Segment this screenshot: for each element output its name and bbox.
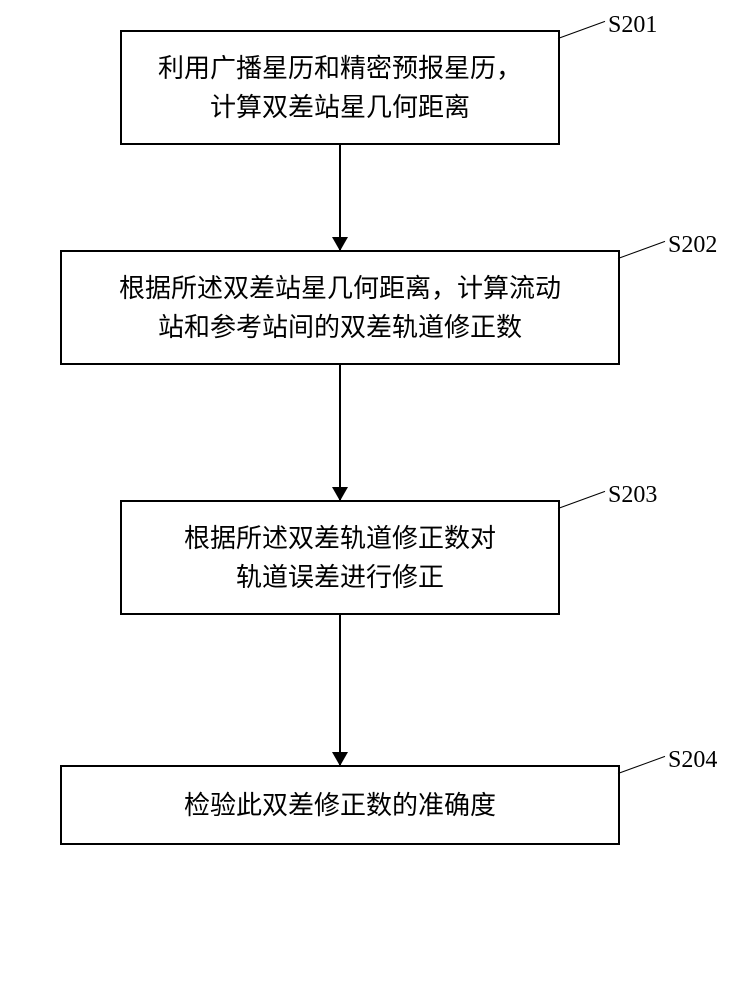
arrow-s202-s203 [60,365,620,500]
arrow-s201-s202 [120,145,560,250]
arrow-s203-s204 [120,615,560,765]
label-connector-line [618,756,665,774]
arrow-line [339,615,341,765]
step-label-s203: S203 [608,482,657,509]
step-label-s201: S201 [608,12,657,39]
step-text-line1: 检验此双差修正数的准确度 [184,791,496,820]
step-label-s202: S202 [668,232,717,259]
flowchart-container: 利用广播星历和精密预报星历， 计算双差站星几何距离 S201 根据所述双差站星几… [60,30,660,845]
step-wrapper-s203: 根据所述双差轨道修正数对 轨道误差进行修正 S203 [120,500,560,615]
step-text-s204: 检验此双差修正数的准确度 [184,786,496,825]
step-text-line2: 站和参考站间的双差轨道修正数 [158,313,522,342]
step-box-s203: 根据所述双差轨道修正数对 轨道误差进行修正 [120,500,560,615]
label-connector-line [618,241,665,259]
step-text-line2: 轨道误差进行修正 [236,563,444,592]
step-wrapper-s204: 检验此双差修正数的准确度 S204 [60,765,620,845]
step-box-s201: 利用广播星历和精密预报星历， 计算双差站星几何距离 [120,30,560,145]
step-text-line1: 根据所述双差轨道修正数对 [184,524,496,553]
label-connector-line [558,21,605,39]
step-text-s201: 利用广播星历和精密预报星历， 计算双差站星几何距离 [158,49,522,127]
step-label-s204: S204 [668,747,717,774]
arrow-line [339,145,341,250]
step-text-line1: 利用广播星历和精密预报星历， [158,54,522,83]
step-text-s203: 根据所述双差轨道修正数对 轨道误差进行修正 [184,519,496,597]
step-text-line2: 计算双差站星几何距离 [210,93,470,122]
step-box-s204: 检验此双差修正数的准确度 [60,765,620,845]
step-box-s202: 根据所述双差站星几何距离，计算流动 站和参考站间的双差轨道修正数 [60,250,620,365]
arrow-head-icon [332,237,348,251]
step-text-s202: 根据所述双差站星几何距离，计算流动 站和参考站间的双差轨道修正数 [119,269,561,347]
step-text-line1: 根据所述双差站星几何距离，计算流动 [119,274,561,303]
arrow-head-icon [332,752,348,766]
step-wrapper-s201: 利用广播星历和精密预报星历， 计算双差站星几何距离 S201 [120,30,560,145]
arrow-head-icon [332,487,348,501]
step-wrapper-s202: 根据所述双差站星几何距离，计算流动 站和参考站间的双差轨道修正数 S202 [60,250,620,365]
arrow-line [339,365,341,500]
